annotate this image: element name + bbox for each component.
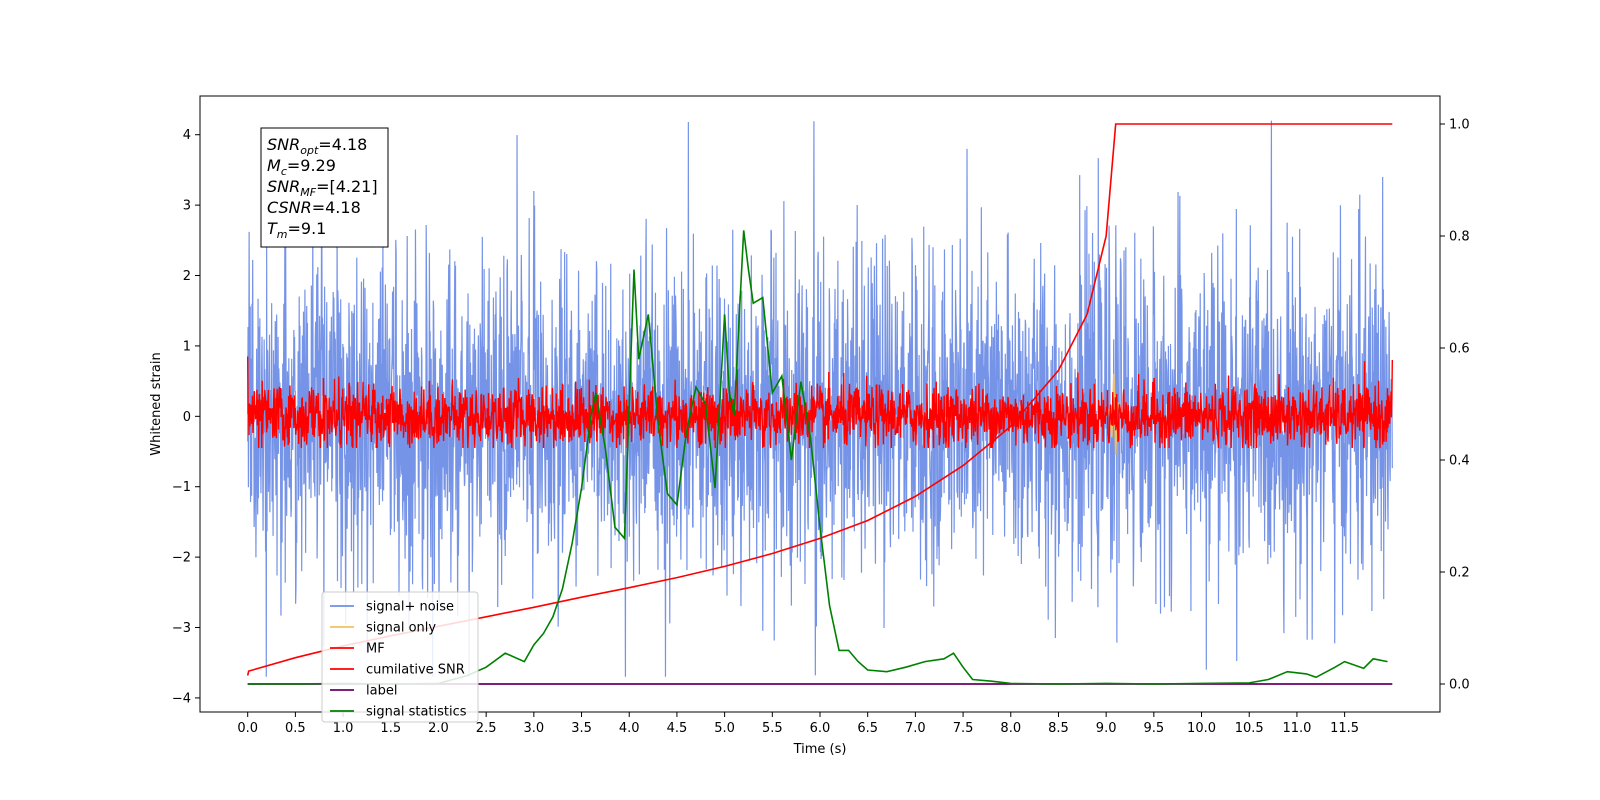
x-tick-label: 1.0 (333, 721, 354, 736)
series-mf (246, 356, 1394, 449)
series-signal-statistics (247, 230, 1388, 685)
y2-tick-label: 0.8 (1449, 230, 1470, 245)
x-tick-label: 9.5 (1144, 721, 1165, 736)
y2-tick-label: 1.0 (1449, 118, 1470, 133)
y-axis-right: 1.0 0.8 0.6 0.4 0.2 0.0 (1440, 118, 1470, 693)
y2-tick-label: 0.6 (1449, 342, 1470, 357)
y2-tick-label: 0.2 (1449, 566, 1470, 581)
x-tick-label: 5.0 (714, 721, 735, 736)
x-tick-label: 4.5 (667, 721, 688, 736)
annotation-line: CSNR=4.18 (267, 198, 361, 217)
legend-frame (321, 591, 479, 723)
series-signal-only (1105, 374, 1122, 456)
annotation-symbol: T (267, 219, 278, 238)
annotation-subscript: MF (300, 186, 316, 199)
annotation-subscript: opt (300, 144, 319, 157)
annotation-value: =9.1 (288, 219, 327, 238)
x-tick-label: 7.5 (953, 721, 974, 736)
x-axis-label: Time (s) (793, 742, 847, 757)
x-tick-label: 2.5 (476, 721, 497, 736)
annotation-box: SNRopt=4.18Mc=9.29SNRMF=[4.21]CSNR=4.18T… (260, 127, 389, 248)
y-tick-label: 2 (183, 269, 191, 284)
y-axis-left: 4 3 2 1 0 −1 −2 −3 −4 (172, 128, 200, 706)
x-tick-label: 3.5 (571, 721, 592, 736)
annotation-symbol: SNR (267, 135, 300, 154)
x-tick-label: 3.0 (524, 721, 545, 736)
annotation-symbol: SNR (267, 177, 300, 196)
legend-label: signal statistics (366, 705, 467, 720)
x-tick-label: 11.0 (1282, 721, 1311, 736)
y-axis-label: Whitened strain (149, 352, 164, 455)
y2-tick-label: 0.4 (1449, 454, 1470, 469)
y-tick-label: 1 (183, 339, 191, 354)
y-tick-label: 3 (183, 199, 191, 214)
x-tick-label: 6.5 (857, 721, 878, 736)
annotation-line: SNRMF=[4.21] (267, 177, 378, 199)
x-tick-label: 10.5 (1235, 721, 1264, 736)
annotation-value: =[4.21] (316, 177, 378, 196)
y-tick-label: 4 (183, 128, 191, 143)
annotation-subscript: c (281, 165, 287, 178)
legend: signal+ noise signal only MF cumilative SNR… (321, 591, 479, 723)
annotation-value: =9.29 (287, 156, 336, 175)
y-tick-label: 0 (183, 410, 191, 425)
annotation-symbol: CSNR (267, 198, 312, 217)
x-tick-label: 7.0 (905, 721, 926, 736)
x-tick-label: 0.0 (237, 721, 258, 736)
y-tick-label: −3 (172, 621, 191, 636)
y2-tick-label: 0.0 (1449, 678, 1470, 693)
x-tick-label: 1.5 (380, 721, 401, 736)
x-tick-label: 5.5 (762, 721, 783, 736)
annotation-lines: SNRopt=4.18Mc=9.29SNRMF=[4.21]CSNR=4.18T… (267, 135, 378, 241)
legend-label: signal only (366, 621, 436, 636)
annotation-symbol: M (267, 156, 281, 175)
x-tick-label: 4.0 (619, 721, 640, 736)
legend-label: MF (366, 642, 385, 657)
annotation-value: =4.18 (312, 198, 361, 217)
y-tick-label: −1 (172, 480, 191, 495)
y-tick-label: −4 (172, 691, 191, 706)
legend-label: signal+ noise (366, 600, 454, 615)
annotation-line: Mc=9.29 (267, 156, 336, 178)
x-tick-label: 2.0 (428, 721, 449, 736)
x-axis: 0.0 0.5 1.0 1.5 2.0 2.5 3.0 3.5 4.0 4.5 5.0 5.5 6.0 6… (237, 712, 1359, 736)
annotation-frame (260, 127, 389, 248)
legend-label: cumilative SNR (366, 663, 465, 678)
legend-items: signal+ noise signal only MF cumilative SNR… (330, 600, 467, 720)
legend-label: label (366, 684, 397, 699)
x-tick-label: 10.0 (1187, 721, 1216, 736)
annotation-line: SNRopt=4.18 (267, 135, 367, 157)
x-tick-label: 9.0 (1096, 721, 1117, 736)
y-tick-label: −2 (172, 551, 191, 566)
annotation-value: =4.18 (318, 135, 367, 154)
x-tick-label: 6.0 (810, 721, 831, 736)
x-tick-label: 0.5 (285, 721, 306, 736)
x-tick-label: 8.0 (1000, 721, 1021, 736)
x-tick-label: 11.5 (1330, 721, 1359, 736)
x-tick-label: 8.5 (1048, 721, 1069, 736)
annotation-subscript: m (277, 228, 288, 241)
annotation-line: Tm=9.1 (267, 219, 326, 241)
